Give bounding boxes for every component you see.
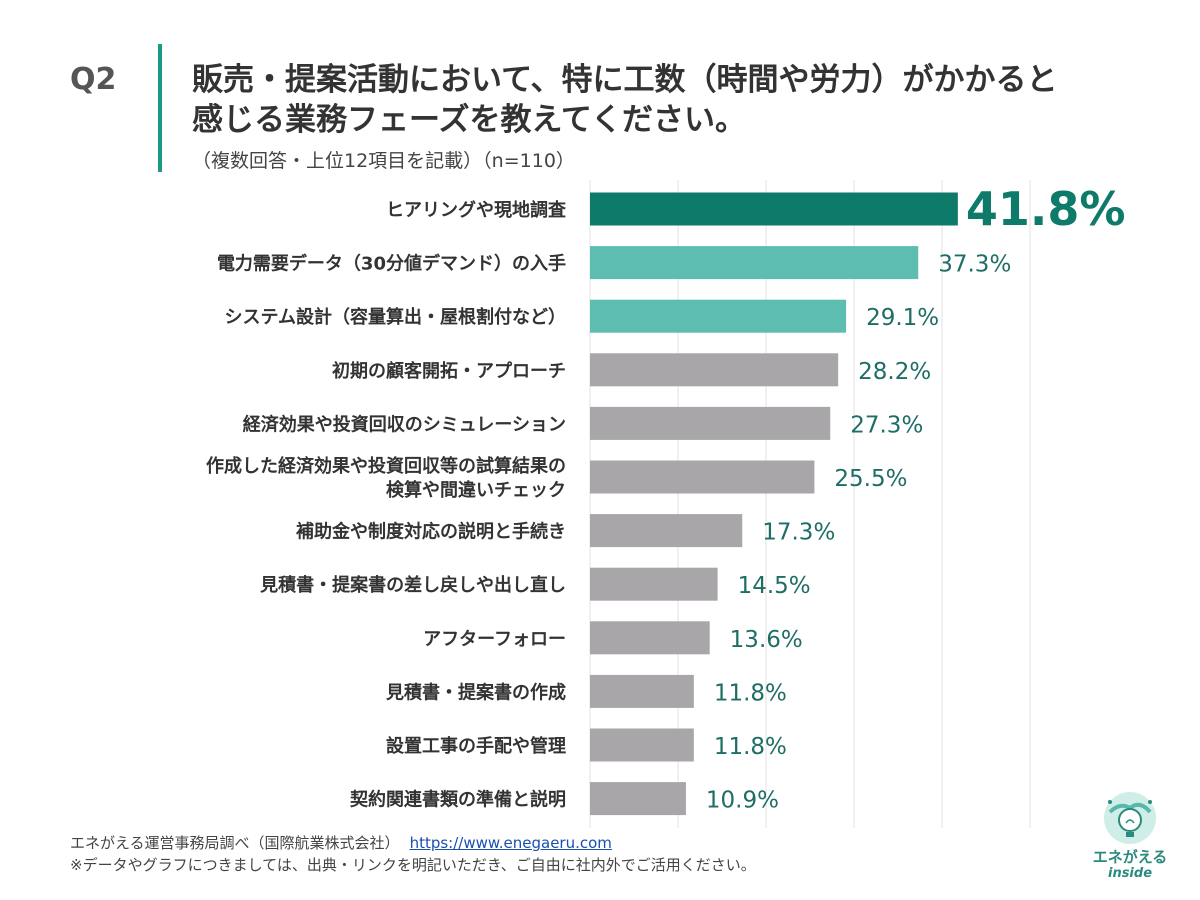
category-label: 契約関連書類の準備と説明 <box>349 789 566 811</box>
bar <box>590 353 839 387</box>
source-link[interactable]: https://www.enegaeru.com <box>409 834 612 852</box>
value-label: 10.9% <box>706 788 779 814</box>
question-number: Q2 <box>70 62 117 97</box>
logo-sub: inside <box>1107 866 1153 881</box>
brand-logo: エネがえる inside <box>1080 790 1180 886</box>
category-label: システム設計（容量算出・屋根割付など） <box>225 306 566 328</box>
lightbulb-globe-icon <box>1104 792 1156 844</box>
category-label: 検算や間違いチェック <box>386 479 566 501</box>
value-label: 25.5% <box>834 466 907 492</box>
bar <box>590 621 710 655</box>
value-label: 17.3% <box>762 520 835 546</box>
bar <box>590 299 847 333</box>
value-label: 29.1% <box>866 305 939 331</box>
bar <box>590 782 686 816</box>
bar <box>590 674 694 708</box>
value-label: 11.8% <box>714 680 787 706</box>
value-label: 14.5% <box>738 573 811 599</box>
category-labels: ヒアリングや現地調査電力需要データ（30分値デマンド）の入手システム設計（容量算… <box>206 199 566 811</box>
category-label: 見積書・提案書の差し戻しや出し直し <box>259 574 566 596</box>
question-line-1: 販売・提案活動において、特に工数（時間や労力）がかかると <box>192 62 1058 98</box>
value-label: 11.8% <box>714 734 787 760</box>
gridlines <box>589 180 1031 828</box>
category-label: 見積書・提案書の作成 <box>385 681 566 703</box>
question-note: （複数回答・上位12項目を記載）（n=110） <box>192 150 575 172</box>
footer: エネがえる運営事務局調べ（国際航業株式会社） https://www.enegae… <box>70 832 756 876</box>
bar <box>590 246 919 280</box>
bar <box>590 567 718 601</box>
category-label: 作成した経済効果や投資回収等の試算結果の <box>206 455 566 477</box>
bar <box>590 192 958 226</box>
category-label: 補助金や制度対応の説明と手続き <box>295 521 566 543</box>
category-label: 電力需要データ（30分値デマンド）の入手 <box>217 253 566 275</box>
category-label: 設置工事の手配や管理 <box>386 735 566 757</box>
category-label: ヒアリングや現地調査 <box>386 199 566 221</box>
bar <box>590 514 743 548</box>
value-label: 41.8% <box>966 182 1126 236</box>
question-text: 販売・提案活動において、特に工数（時間や労力）がかかると 感じる業務フェーズを教… <box>192 60 1172 140</box>
bar <box>590 406 831 440</box>
question-line-2: 感じる業務フェーズを教えてください。 <box>192 102 746 138</box>
bar-chart: ヒアリングや現地調査電力需要データ（30分値デマンド）の入手システム設計（容量算… <box>206 180 1126 828</box>
category-label: 経済効果や投資回収のシミュレーション <box>243 413 566 435</box>
value-label: 37.3% <box>938 252 1011 278</box>
source-text: エネがえる運営事務局調べ（国際航業株式会社） <box>70 834 400 852</box>
logo-name: エネがえる <box>1092 848 1168 866</box>
bar <box>590 728 694 762</box>
bar <box>590 460 815 494</box>
accent-divider <box>158 44 162 172</box>
category-label: アフターフォロー <box>423 629 566 650</box>
value-label: 28.2% <box>858 359 931 385</box>
value-labels: 41.8% 37.3% 29.1% 28.2% 27.3% 25.5% 17.3% 14.5%… <box>706 182 1126 814</box>
disclaimer-text: ※データやグラフにつきましては、出典・リンクを明記いただき、ご自由に社内外でご活… <box>70 856 756 874</box>
bars <box>590 192 958 816</box>
category-label: 初期の顧客開拓・アプローチ <box>332 360 566 382</box>
value-label: 13.6% <box>730 627 803 653</box>
value-label: 27.3% <box>850 412 923 438</box>
